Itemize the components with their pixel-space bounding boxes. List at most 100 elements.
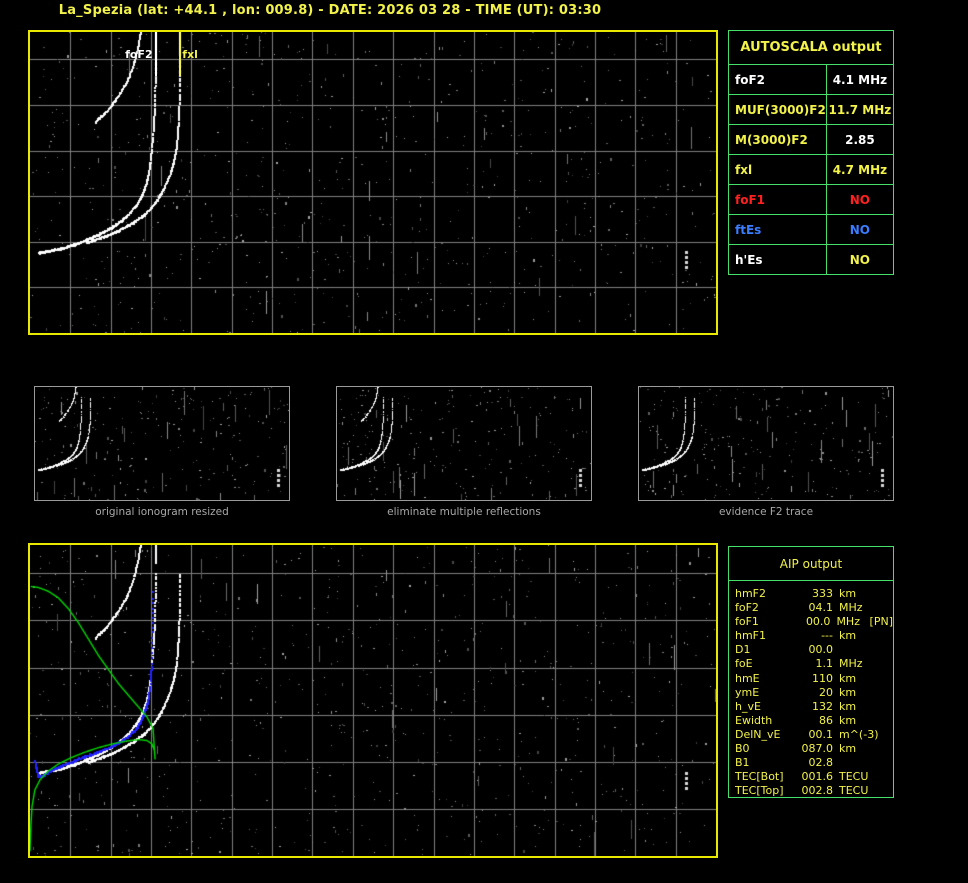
aip-value: 86 [819,713,833,727]
thumbnail-canvas [337,387,591,500]
main-ionogram-plot[interactable]: foF2 fxl [28,30,718,335]
aip-name: h_vE [735,699,761,713]
aip-unit: TECU [839,770,869,784]
autoscala-param-value: 4.7 MHz [825,154,895,185]
aip-value: 00.0 [808,643,834,657]
autoscala-row: foF2 4.1 MHz [728,64,895,95]
aip-rows: hmF2 333 km foF2 04.1 MHz foF1 00.0 MHz [PN] hmF1-… [729,581,893,798]
main-ionogram-canvas [30,32,716,333]
autoscala-param-name: M(3000)F2 [728,124,827,155]
thumbnail-caption-2: evidence F2 trace [718,506,814,518]
aip-row: hmE 110 km [735,672,893,686]
aip-value: 132 [812,699,833,713]
aip-unit: m^(-3) [839,727,879,741]
autoscala-param-name: MUF(3000)F2 [728,94,827,125]
aip-row: ymE 20 km [735,686,893,700]
thumbnail-canvas [35,387,289,500]
aip-row: TEC[Top] 002.8 TECU [735,784,893,798]
aip-unit [839,756,873,770]
aip-unit: MHz [839,601,863,615]
autoscala-param-value: NO [825,184,895,215]
autoscala-param-value: NO [825,244,895,275]
autoscala-param-name: ftEs [728,214,827,245]
autoscala-param-value: 11.7 MHz [825,94,895,125]
aip-row: Ewidth 86 km [735,714,893,728]
aip-name: TEC[Bot] [735,770,784,784]
aip-unit: km [839,699,857,713]
aip-name: Ewidth [735,713,773,727]
aip-value: 002.8 [801,784,834,798]
aip-unit: km [839,713,857,727]
aip-name: hmE [735,671,760,685]
autoscala-param-name: h'Es [728,244,827,275]
autoscala-row: fxl 4.7 MHz [728,154,895,185]
fxl-marker-label: fxl [182,48,198,61]
autoscala-param-name: foF1 [728,184,827,215]
aip-row: TEC[Bot] 001.6 TECU [735,770,893,784]
aip-value: 20 [819,685,833,699]
profile-ionogram-canvas [30,545,716,856]
thumbnail-caption-0: original ionogram resized [95,506,229,518]
aip-value: 00.1 [808,727,834,741]
aip-name: foF1 [735,615,759,629]
thumbnail-evidence-f2-trace[interactable] [638,386,894,501]
aip-value: 02.8 [808,756,834,770]
aip-name: B1 [735,756,750,770]
aip-unit: km [839,671,857,685]
aip-value: 04.1 [808,601,834,615]
aip-name: hmF1 [735,629,767,643]
aip-name: ymE [735,685,760,699]
aip-extra: [PN] [869,615,893,629]
aip-unit: km [839,587,857,600]
aip-name: foE [735,657,753,671]
autoscala-row: ftEs NO [728,214,895,245]
aip-value: --- [821,629,833,643]
aip-unit: km [839,685,857,699]
autoscala-param-name: fxl [728,154,827,185]
aip-unit: MHz [839,657,863,671]
autoscala-header-row: AUTOSCALA output [728,30,894,65]
aip-name: TEC[Top] [735,784,784,798]
autoscala-param-value: 2.85 [825,124,895,155]
autoscala-param-value: 4.1 MHz [825,64,895,95]
aip-value: 333 [812,587,833,600]
aip-output-panel: AIP output hmF2 333 km foF2 04.1 MHz foF1 00.0 M… [728,546,894,798]
autoscala-output-table: AUTOSCALA output foF2 4.1 MHz MUF(3000)F2 1… [728,30,895,275]
fof2-marker-line [155,32,158,76]
autoscala-row: foF1 NO [728,184,895,215]
aip-row: DelN_vE 00.1 m^(-3) [735,728,893,742]
autoscala-row: M(3000)F2 2.85 [728,124,895,155]
thumbnail-original-ionogram[interactable] [34,386,290,501]
aip-row: hmF2 333 km [735,587,893,601]
aip-row: hmF1 --- km [735,629,893,643]
aip-row: foE 1.1 MHz [735,657,893,671]
aip-name: B0 [735,742,750,756]
fxl-marker-line [179,32,182,76]
aip-row: foF1 00.0 MHz [PN] [735,615,893,629]
autoscala-title: AUTOSCALA output [728,30,894,65]
aip-value: 1.1 [815,657,834,671]
thumbnail-eliminate-multiple-reflections[interactable] [336,386,592,501]
autoscala-row: MUF(3000)F2 11.7 MHz [728,94,895,125]
fof2-marker-label: foF2 [125,48,153,61]
aip-unit: km [839,629,857,643]
aip-value: 001.6 [801,770,834,784]
aip-row: foF2 04.1 MHz [735,601,893,615]
aip-value: 110 [812,671,833,685]
aip-row: B1 02.8 [735,756,893,770]
aip-value: 087.0 [801,742,834,756]
aip-row: B0 087.0 km [735,742,893,756]
autoscala-param-name: foF2 [728,64,827,95]
profile-ionogram-plot[interactable] [28,543,718,858]
autoscala-param-value: NO [825,214,895,245]
aip-title: AIP output [729,547,893,581]
aip-unit: TECU [839,784,869,798]
aip-row: D1 00.0 [735,643,893,657]
aip-value: 00.0 [805,615,831,629]
aip-unit: MHz [836,615,860,629]
aip-unit: km [839,742,857,756]
aip-name: foF2 [735,601,759,615]
autoscala-row: h'Es NO [728,244,895,275]
page-title: La_Spezia (lat: +44.1 , lon: 009.8) - DA… [58,3,602,18]
aip-unit [839,643,873,657]
